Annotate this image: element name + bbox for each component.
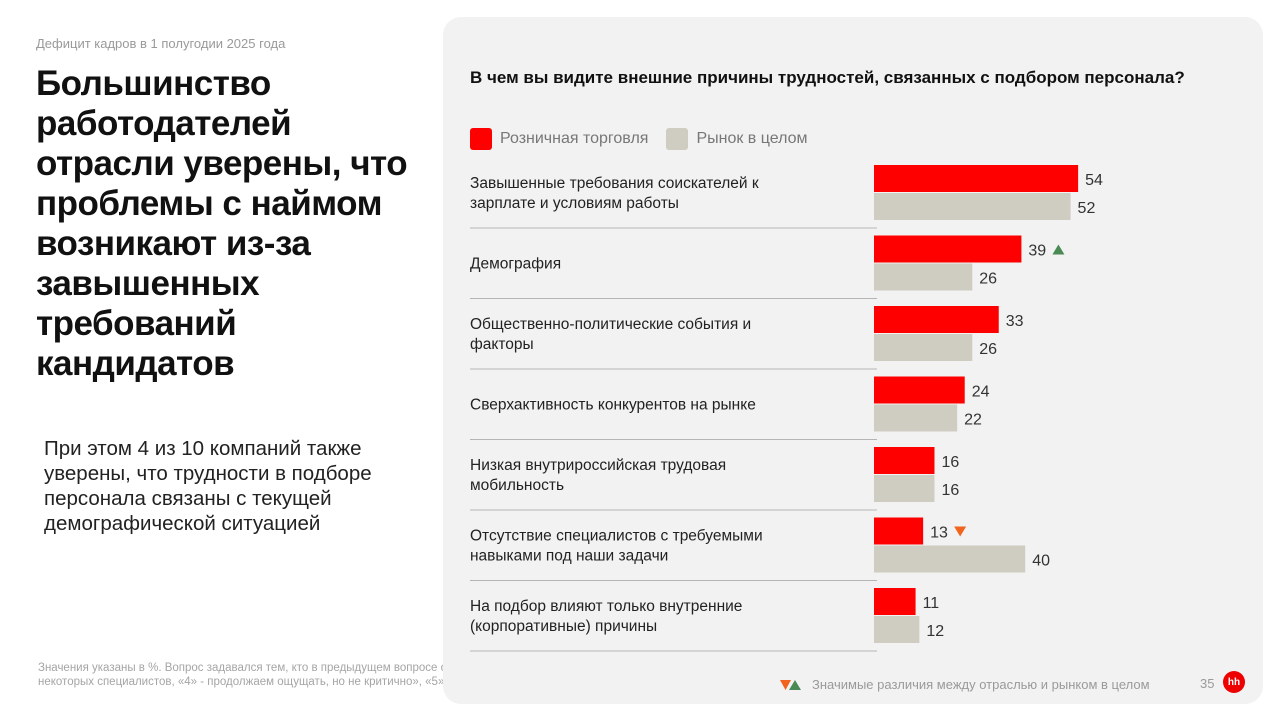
category-label: Общественно-политические события и: [470, 316, 751, 333]
bar-retail: [874, 376, 965, 404]
bar-market: [874, 545, 1026, 573]
bar-retail: [874, 588, 916, 615]
bar-market: [874, 193, 1071, 220]
legend: Розничная торговля Рынок в целом: [470, 128, 808, 150]
data-label: 16: [941, 482, 959, 499]
bar-retail: [874, 517, 924, 545]
legend-swatch-market: [666, 128, 689, 150]
data-label: 16: [941, 454, 959, 471]
bar-market: [874, 475, 935, 502]
hh-logo: hh: [1223, 671, 1245, 693]
category-label: Сверхактивность конкурентов на рынке: [470, 397, 756, 414]
significance-icon: [780, 679, 801, 690]
bar-market: [874, 616, 920, 643]
category-label: факторы: [470, 336, 534, 353]
category-label: мобильность: [470, 477, 564, 494]
data-label: 39: [1028, 243, 1046, 260]
data-label: 12: [926, 623, 944, 640]
data-label: 24: [972, 384, 990, 401]
category-label: На подбор влияют только внутренние: [470, 598, 742, 615]
bar-retail: [874, 235, 1022, 263]
bar-market: [874, 404, 958, 432]
significance-legend: Значимые различия между отраслью и рынко…: [780, 677, 1150, 692]
bar-market: [874, 334, 973, 361]
data-label: 11: [923, 595, 940, 612]
data-label: 22: [964, 412, 982, 429]
bar-retail: [874, 447, 935, 474]
category-label: Демография: [470, 256, 561, 273]
data-label: 26: [979, 341, 997, 358]
significance-note: Значимые различия между отраслью и рынко…: [812, 677, 1150, 692]
category-label: Завышенные требования соискателей к: [470, 175, 759, 192]
kicker: Дефицит кадров в 1 полугодии 2025 года: [36, 36, 286, 51]
data-label: 13: [930, 525, 948, 542]
category-label: Отсутствие специалистов с требуемыми: [470, 528, 763, 545]
data-label: 52: [1078, 200, 1096, 217]
subtext: При этом 4 из 10 компаний также уверены,…: [44, 437, 372, 535]
data-label: 26: [979, 271, 997, 288]
legend-label-retail: Розничная торговля: [500, 130, 649, 147]
legend-item-market: Рынок в целом: [666, 128, 808, 150]
chart-panel: [443, 17, 1263, 704]
triangle-up-icon: [1052, 244, 1065, 255]
headline: Большинство работодателей отрасли уверен…: [36, 64, 408, 383]
legend-item-retail: Розничная торговля: [470, 128, 648, 150]
bar-market: [874, 263, 973, 291]
chart-title: В чем вы видите внешние причины трудност…: [470, 68, 1185, 87]
legend-label-market: Рынок в целом: [696, 130, 808, 147]
bar-retail: [874, 306, 999, 333]
data-label: 54: [1085, 172, 1103, 189]
triangle-down-icon: [954, 526, 967, 537]
data-label: 33: [1006, 313, 1024, 330]
page-number: 35: [1200, 676, 1215, 691]
category-label: зарплате и условиям работы: [470, 195, 679, 212]
category-label: (корпоративные) причины: [470, 618, 657, 635]
category-label: навыками под наши задачи: [470, 548, 668, 565]
data-label: 40: [1032, 553, 1050, 570]
bar-retail: [874, 165, 1079, 192]
legend-swatch-retail: [470, 128, 492, 150]
category-label: Низкая внутрироссийская трудовая: [470, 457, 726, 474]
